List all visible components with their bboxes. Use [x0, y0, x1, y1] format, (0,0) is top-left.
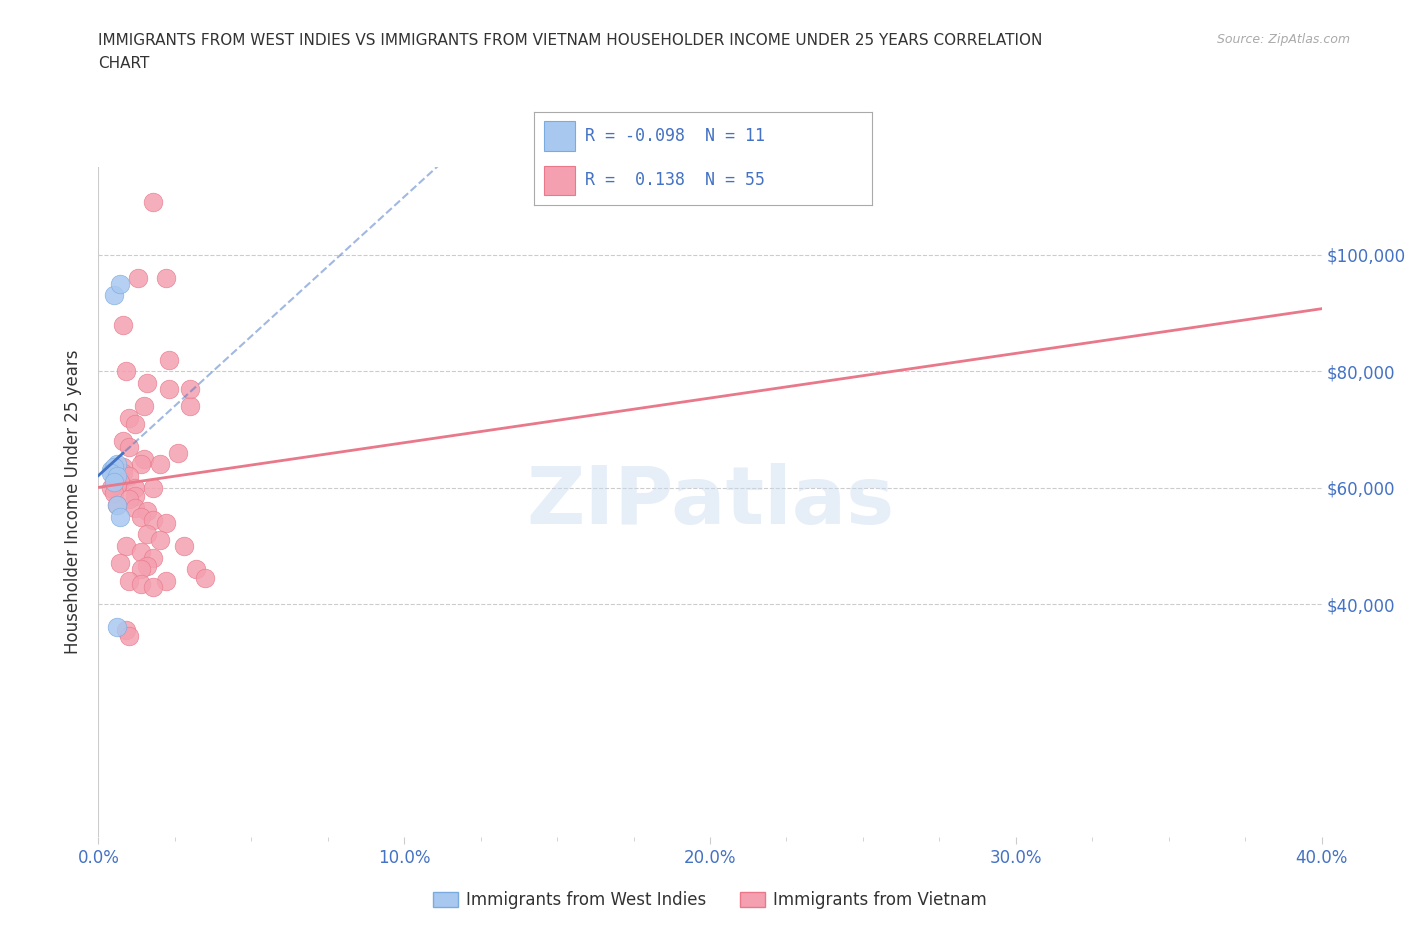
- Point: [129, 457, 152, 472]
- Point: [108, 474, 131, 489]
- Point: [103, 463, 125, 478]
- Point: [149, 457, 172, 472]
- Point: [100, 466, 122, 481]
- Point: [103, 474, 125, 489]
- Point: [108, 510, 131, 525]
- Point: [129, 510, 152, 525]
- Point: [124, 480, 146, 495]
- Point: [105, 469, 128, 484]
- Point: [129, 544, 152, 559]
- Point: [186, 562, 208, 577]
- Point: [129, 577, 152, 591]
- Point: [105, 498, 128, 512]
- Bar: [544, 166, 575, 195]
- Point: [115, 623, 138, 638]
- Point: [124, 500, 146, 515]
- Text: Source: ZipAtlas.com: Source: ZipAtlas.com: [1216, 33, 1350, 46]
- Point: [111, 317, 134, 332]
- Point: [179, 381, 201, 396]
- Legend: Immigrants from West Indies, Immigrants from Vietnam: Immigrants from West Indies, Immigrants …: [426, 884, 994, 916]
- Point: [118, 574, 141, 589]
- Point: [134, 399, 156, 414]
- Point: [111, 459, 134, 474]
- Point: [105, 477, 128, 492]
- Text: R =  0.138  N = 55: R = 0.138 N = 55: [585, 171, 765, 190]
- Point: [142, 195, 165, 210]
- Bar: [544, 121, 575, 151]
- Point: [136, 376, 159, 391]
- Point: [179, 399, 201, 414]
- Point: [194, 570, 217, 585]
- Point: [111, 466, 134, 481]
- Text: CHART: CHART: [98, 56, 150, 71]
- Point: [173, 538, 195, 553]
- Point: [103, 459, 125, 474]
- Text: R = -0.098  N = 11: R = -0.098 N = 11: [585, 126, 765, 145]
- Point: [105, 498, 128, 512]
- Point: [142, 480, 165, 495]
- Point: [136, 503, 159, 518]
- Point: [111, 433, 134, 448]
- Point: [100, 480, 122, 495]
- Point: [149, 533, 172, 548]
- Point: [108, 556, 131, 571]
- Point: [155, 574, 177, 589]
- Point: [134, 451, 156, 466]
- Point: [115, 538, 138, 553]
- Point: [127, 271, 149, 286]
- Point: [103, 288, 125, 303]
- Point: [155, 271, 177, 286]
- Point: [105, 457, 128, 472]
- Point: [142, 579, 165, 594]
- Point: [136, 526, 159, 541]
- Point: [105, 620, 128, 635]
- Y-axis label: Householder Income Under 25 years: Householder Income Under 25 years: [65, 350, 83, 655]
- Point: [129, 562, 152, 577]
- Point: [157, 381, 180, 396]
- Point: [142, 550, 165, 565]
- Point: [124, 416, 146, 431]
- Text: IMMIGRANTS FROM WEST INDIES VS IMMIGRANTS FROM VIETNAM HOUSEHOLDER INCOME UNDER : IMMIGRANTS FROM WEST INDIES VS IMMIGRANT…: [98, 33, 1043, 47]
- Point: [118, 629, 141, 644]
- Point: [118, 410, 141, 425]
- Text: ZIPatlas: ZIPatlas: [526, 463, 894, 541]
- Point: [118, 492, 141, 507]
- Point: [103, 472, 125, 486]
- Point: [136, 559, 159, 574]
- Point: [167, 445, 190, 460]
- Point: [108, 276, 131, 291]
- Point: [157, 352, 180, 367]
- Point: [142, 512, 165, 527]
- Point: [118, 469, 141, 484]
- Point: [103, 486, 125, 501]
- Point: [115, 364, 138, 379]
- Point: [118, 440, 141, 455]
- Point: [155, 515, 177, 530]
- Point: [124, 489, 146, 504]
- Point: [100, 463, 122, 478]
